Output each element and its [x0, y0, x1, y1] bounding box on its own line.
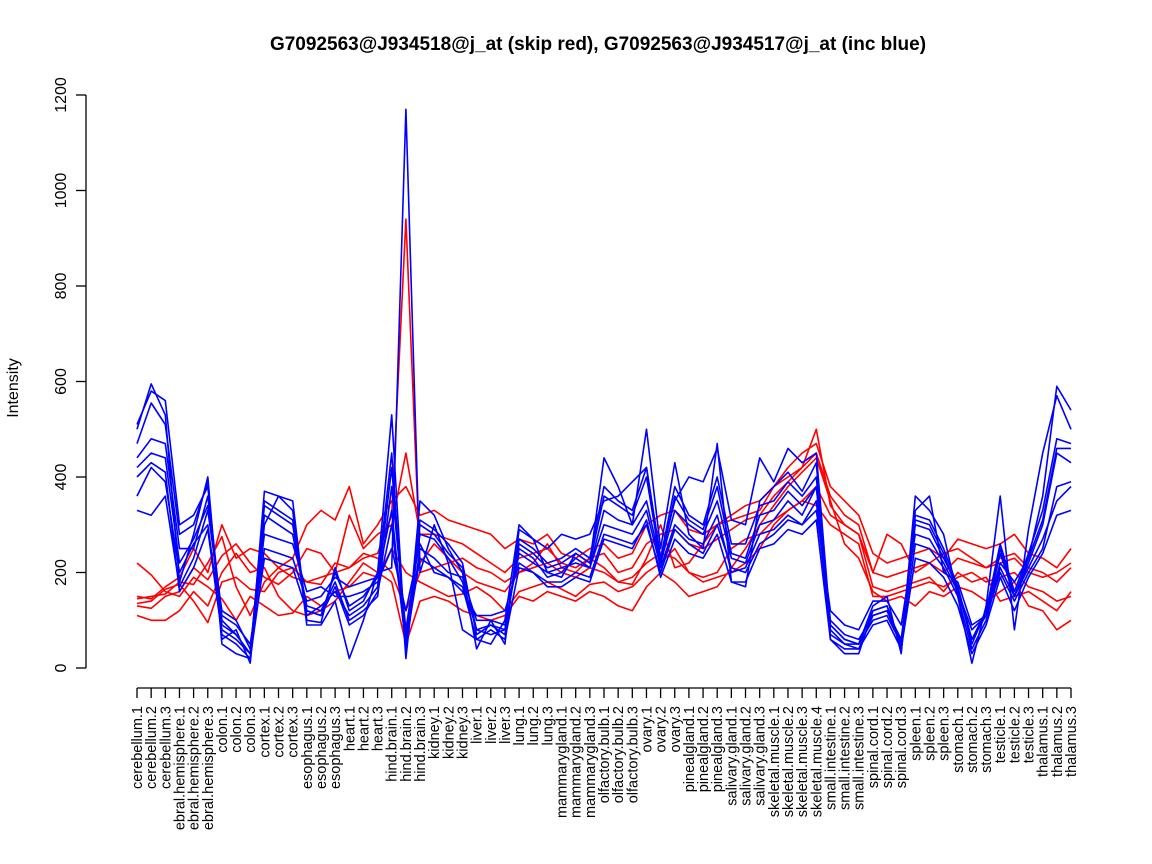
- x-tick-label: ebral.hemisphere.3: [201, 706, 217, 830]
- x-tick-label: kidney.1: [427, 706, 443, 759]
- x-tick-label: liver.2: [484, 706, 500, 744]
- y-tick-label: 400: [53, 464, 70, 491]
- x-tick-label: hind.brain.2: [399, 706, 415, 782]
- x-tick-label: skeletal.muscle.1: [767, 706, 783, 817]
- x-tick-label: spinal.cord.3: [894, 706, 910, 788]
- x-tick-label: olfactory.bulb.2: [611, 706, 627, 803]
- x-tick-label: mammarygland.3: [583, 706, 599, 818]
- x-tick-label: cerebellum.1: [130, 706, 146, 789]
- x-tick-label: thalamus.2: [1050, 706, 1066, 777]
- x-axis: cerebellum.1cerebellum.2cerebellum.3ebra…: [130, 687, 1080, 830]
- x-tick-label: kidney.3: [455, 706, 471, 759]
- x-tick-label: skeletal.muscle.2: [781, 706, 797, 817]
- y-axis-label: Intensity: [5, 358, 22, 418]
- x-tick-label: testicle.2: [1007, 706, 1023, 763]
- x-tick-label: testicle.1: [993, 706, 1009, 763]
- x-tick-label: ovary.3: [668, 706, 684, 752]
- x-tick-label: liver.1: [470, 706, 486, 744]
- x-tick-label: esophagus.2: [314, 706, 330, 789]
- y-tick-label: 0: [53, 663, 70, 672]
- x-tick-label: colon.1: [215, 706, 231, 753]
- x-tick-label: small.intestine.3: [852, 706, 868, 810]
- x-tick-label: cerebellum.2: [144, 706, 160, 789]
- y-tick-label: 200: [53, 559, 70, 586]
- series-line-inc-7: [136, 461, 1072, 660]
- series-line-inc-2: [136, 394, 1072, 665]
- y-tick-label: 600: [53, 368, 70, 395]
- x-tick-label: colon.2: [229, 706, 245, 753]
- y-tick-label: 1000: [53, 173, 70, 209]
- x-tick-label: lung.1: [512, 706, 528, 746]
- x-tick-label: pinealgland.2: [696, 706, 712, 792]
- x-tick-label: salivary.gland.1: [724, 706, 740, 806]
- series-line-skip-3: [136, 457, 1072, 645]
- x-tick-label: mammarygland.1: [555, 706, 571, 818]
- x-tick-label: cortex.2: [272, 706, 288, 758]
- y-tick-label: 1200: [53, 77, 70, 113]
- series-line-inc-4: [136, 481, 1072, 650]
- series-line-inc-5: [136, 437, 1072, 655]
- x-tick-label: cortex.1: [257, 706, 273, 758]
- x-tick-label: lung.2: [526, 706, 542, 746]
- series-line-inc-8: [136, 390, 1071, 660]
- x-tick-label: small.intestine.1: [823, 706, 839, 810]
- x-tick-label: olfactory.bulb.3: [625, 706, 641, 803]
- x-tick-label: heart.1: [342, 706, 358, 751]
- x-tick-label: spleen.3: [937, 706, 953, 761]
- x-tick-label: cerebellum.3: [158, 706, 174, 789]
- x-tick-label: esophagus.3: [328, 706, 344, 789]
- x-tick-label: cortex.3: [286, 706, 302, 758]
- x-tick-label: esophagus.1: [300, 706, 316, 789]
- x-tick-label: heart.2: [356, 706, 372, 751]
- series-line-inc-1: [136, 108, 1072, 665]
- x-tick-label: heart.3: [371, 706, 387, 751]
- x-tick-label: thalamus.1: [1036, 706, 1052, 777]
- x-tick-label: mammarygland.2: [569, 706, 585, 818]
- x-tick-label: kidney.2: [441, 706, 457, 759]
- x-tick-label: skeletal.muscle.3: [795, 706, 811, 817]
- series-line-skip-1: [136, 218, 1072, 617]
- x-tick-label: testicle.3: [1022, 706, 1038, 763]
- x-tick-label: olfactory.bulb.1: [597, 706, 613, 803]
- series-line-inc-6: [136, 452, 1072, 650]
- x-tick-label: small.intestine.2: [838, 706, 854, 810]
- x-tick-label: colon.3: [243, 706, 259, 753]
- x-tick-label: pinealgland.3: [710, 706, 726, 792]
- series-line-skip-6: [136, 428, 1072, 610]
- x-tick-label: liver.3: [498, 706, 514, 744]
- x-tick-label: spinal.cord.2: [880, 706, 896, 788]
- x-tick-label: ebral.hemisphere.2: [187, 706, 203, 830]
- x-tick-label: stomach.1: [951, 706, 967, 773]
- x-tick-label: spleen.2: [922, 706, 938, 761]
- x-tick-label: skeletal.muscle.4: [809, 706, 825, 817]
- x-tick-label: ovary.2: [654, 706, 670, 752]
- series-line-skip-2: [136, 485, 1072, 622]
- x-tick-label: hind.brain.1: [385, 706, 401, 782]
- chart-title: G7092563@J934518@j_at (skip red), G70925…: [270, 34, 926, 55]
- x-tick-label: spinal.cord.1: [866, 706, 882, 788]
- x-tick-label: hind.brain.3: [413, 706, 429, 782]
- x-tick-label: stomach.2: [965, 706, 981, 773]
- x-tick-label: pinealgland.1: [682, 706, 698, 792]
- x-tick-label: lung.3: [540, 706, 556, 746]
- x-tick-label: spleen.1: [908, 706, 924, 761]
- x-tick-label: thalamus.3: [1064, 706, 1080, 777]
- x-tick-label: ovary.1: [639, 706, 655, 752]
- x-tick-label: ebral.hemisphere.1: [172, 706, 188, 830]
- y-axis: 0 200 400 600 800 1000 1200: [53, 77, 87, 672]
- x-tick-label: stomach.3: [979, 706, 995, 773]
- plot-area: [136, 108, 1072, 665]
- y-tick-label: 800: [53, 273, 70, 300]
- x-tick-label: salivary.gland.3: [753, 706, 769, 806]
- x-tick-label: salivary.gland.2: [739, 706, 755, 806]
